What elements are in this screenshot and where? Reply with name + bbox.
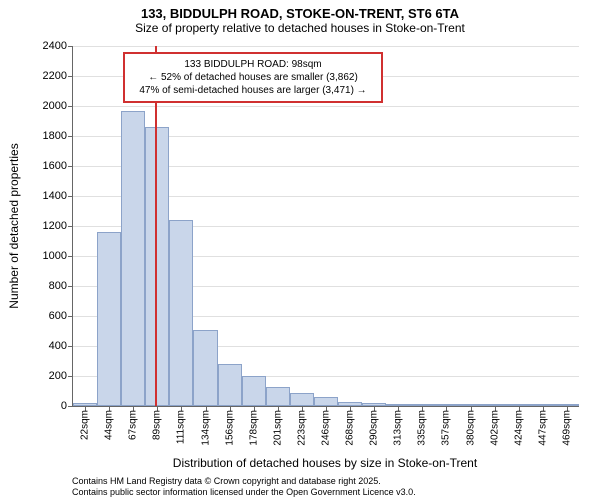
- xtick-label: 223sqm: [296, 410, 307, 446]
- ytick-label: 2000: [43, 100, 67, 112]
- xtick-label: 134sqm: [200, 410, 211, 446]
- histogram-bar: [145, 127, 169, 406]
- chart-container: 133, BIDDULPH ROAD, STOKE-ON-TRENT, ST6 …: [0, 0, 600, 500]
- ytick-label: 1000: [43, 250, 67, 262]
- annotation-line-2: ← 52% of detached houses are smaller (3,…: [131, 71, 375, 84]
- ytick-label: 1400: [43, 190, 67, 202]
- histogram-bar: [97, 232, 121, 406]
- xtick-label: 246sqm: [321, 410, 332, 446]
- xtick-label: 313sqm: [393, 410, 404, 446]
- histogram-bar: [169, 220, 193, 406]
- histogram-bar: [242, 376, 266, 406]
- ytick-mark: [68, 196, 73, 197]
- histogram-bar: [290, 393, 314, 407]
- chart-subtitle: Size of property relative to detached ho…: [0, 21, 600, 39]
- xtick-label: 111sqm: [176, 410, 187, 444]
- xtick-label: 424sqm: [513, 410, 524, 446]
- ytick-mark: [68, 406, 73, 407]
- histogram-bar: [121, 111, 145, 407]
- ytick-mark: [68, 76, 73, 77]
- footer-attribution: Contains HM Land Registry data © Crown c…: [72, 476, 416, 498]
- xtick-label: 402sqm: [489, 410, 500, 446]
- annotation-line-1: 133 BIDDULPH ROAD: 98sqm: [131, 58, 375, 71]
- ytick-mark: [68, 286, 73, 287]
- xtick-label: 44sqm: [104, 410, 115, 440]
- annotation-box: 133 BIDDULPH ROAD: 98sqm ← 52% of detach…: [123, 52, 383, 103]
- xtick-label: 447sqm: [537, 410, 548, 446]
- xtick-label: 469sqm: [561, 410, 572, 446]
- ytick-label: 2200: [43, 70, 67, 82]
- ytick-label: 400: [49, 340, 67, 352]
- xtick-label: 22sqm: [80, 410, 91, 440]
- annotation-line-3: 47% of semi-detached houses are larger (…: [131, 84, 375, 97]
- histogram-bar: [314, 397, 338, 406]
- footer-line-1: Contains HM Land Registry data © Crown c…: [72, 476, 416, 487]
- xtick-label: 335sqm: [417, 410, 428, 446]
- xtick-label: 290sqm: [369, 410, 380, 446]
- chart-title: 133, BIDDULPH ROAD, STOKE-ON-TRENT, ST6 …: [0, 0, 600, 21]
- xtick-label: 89sqm: [152, 410, 163, 440]
- ytick-mark: [68, 46, 73, 47]
- ytick-mark: [68, 166, 73, 167]
- ytick-label: 2400: [43, 40, 67, 52]
- ytick-mark: [68, 136, 73, 137]
- histogram-bar: [266, 387, 290, 407]
- ytick-mark: [68, 106, 73, 107]
- xtick-label: 67sqm: [128, 410, 139, 440]
- x-axis-label: Distribution of detached houses by size …: [173, 456, 477, 470]
- ytick-label: 0: [61, 400, 67, 412]
- plot-area: 0200400600800100012001400160018002000220…: [72, 46, 579, 407]
- ytick-label: 800: [49, 280, 67, 292]
- ytick-mark: [68, 226, 73, 227]
- ytick-mark: [68, 376, 73, 377]
- ytick-mark: [68, 256, 73, 257]
- histogram-bar: [193, 330, 217, 407]
- xtick-label: 380sqm: [465, 410, 476, 446]
- ytick-mark: [68, 346, 73, 347]
- y-axis-label: Number of detached properties: [7, 143, 21, 308]
- ytick-mark: [68, 316, 73, 317]
- gridline: [73, 46, 579, 47]
- ytick-label: 600: [49, 310, 67, 322]
- footer-line-2: Contains public sector information licen…: [72, 487, 416, 498]
- xtick-label: 357sqm: [441, 410, 452, 446]
- xtick-label: 156sqm: [224, 410, 235, 446]
- xtick-label: 268sqm: [345, 410, 356, 446]
- gridline: [73, 106, 579, 107]
- xtick-label: 178sqm: [248, 410, 259, 446]
- histogram-bar: [218, 364, 242, 406]
- ytick-label: 1600: [43, 160, 67, 172]
- ytick-label: 1200: [43, 220, 67, 232]
- xtick-label: 201sqm: [272, 410, 283, 446]
- ytick-label: 1800: [43, 130, 67, 142]
- ytick-label: 200: [49, 370, 67, 382]
